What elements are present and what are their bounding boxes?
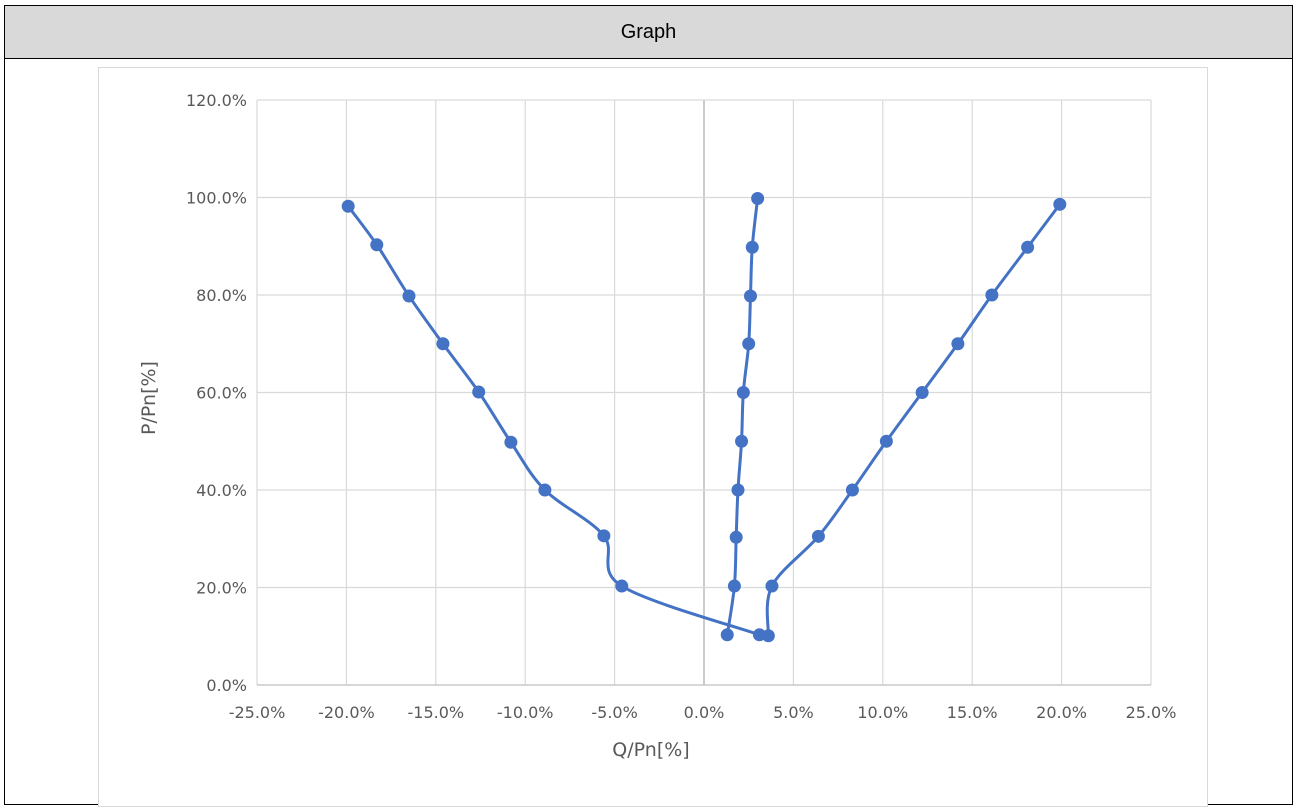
- y-tick-label: 60.0%: [196, 384, 247, 403]
- x-tick-label: 15.0%: [947, 703, 998, 722]
- data-point: [341, 199, 355, 213]
- data-point: [751, 191, 765, 205]
- tick-labels: -25.0% -20.0% -15.0% -10.0% -5.0% 0.0% 5.0% 10.…: [186, 91, 1176, 722]
- x-tick-label: 20.0%: [1036, 703, 1087, 722]
- y-tick-label: 20.0%: [196, 579, 247, 598]
- data-point: [765, 579, 779, 593]
- y-axis-label: P/Pn[%]: [138, 361, 160, 435]
- grid-layer: [256, 99, 1152, 686]
- data-point: [811, 529, 825, 543]
- series-line-1: [346, 204, 761, 637]
- data-point: [402, 289, 416, 303]
- series-line-2: [725, 196, 760, 637]
- data-point: [743, 289, 757, 303]
- data-point: [735, 434, 749, 448]
- data-point: [1021, 240, 1035, 254]
- data-point: [720, 628, 734, 642]
- x-tick-label: -15.0%: [407, 703, 464, 722]
- graph-title: Graph: [620, 20, 677, 43]
- x-axis-label: Q/Pn[%]: [612, 739, 689, 761]
- x-tick-label: -20.0%: [318, 703, 375, 722]
- x-tick-label: 10.0%: [857, 703, 908, 722]
- x-tick-label: 25.0%: [1126, 703, 1177, 722]
- scatter-chart: -25.0% -20.0% -15.0% -10.0% -5.0% 0.0% 5.0% 10.…: [138, 91, 1176, 761]
- data-point: [761, 629, 775, 643]
- data-point: [736, 386, 750, 399]
- x-tick-label: 0.0%: [684, 703, 725, 722]
- data-point: [370, 238, 384, 252]
- data-point: [436, 337, 450, 351]
- data-point: [729, 530, 743, 544]
- series-line-3: [765, 202, 1062, 638]
- data-point: [1053, 197, 1067, 211]
- x-tick-label: -25.0%: [229, 703, 286, 722]
- y-tick-label: 0.0%: [206, 676, 247, 695]
- data-point: [615, 579, 629, 593]
- graph-header: Graph: [5, 6, 1292, 59]
- y-tick-label: 80.0%: [196, 286, 247, 305]
- data-point: [538, 483, 552, 497]
- data-point: [915, 386, 929, 399]
- data-point: [472, 385, 486, 399]
- chart-area: -25.0% -20.0% -15.0% -10.0% -5.0% 0.0% 5.0% 10.…: [98, 67, 1208, 807]
- data-point: [985, 288, 999, 302]
- x-tick-label: -5.0%: [591, 703, 637, 722]
- data-point: [742, 337, 756, 351]
- y-tick-label: 100.0%: [186, 189, 247, 208]
- data-point: [597, 529, 611, 543]
- data-point: [879, 434, 893, 448]
- data-point: [731, 483, 745, 497]
- data-point: [504, 435, 518, 449]
- series-layer: [341, 191, 1067, 643]
- data-point: [727, 579, 741, 593]
- x-tick-label: 5.0%: [773, 703, 814, 722]
- data-point: [951, 337, 965, 351]
- y-tick-label: 120.0%: [186, 91, 247, 110]
- data-point: [745, 240, 759, 254]
- chart-frame: Graph -25.0% -20.0% -15.0% -10.0% -5.0% 0.0% 5…: [4, 5, 1293, 807]
- y-tick-label: 40.0%: [196, 481, 247, 500]
- x-tick-label: -10.0%: [497, 703, 554, 722]
- data-point: [845, 483, 859, 497]
